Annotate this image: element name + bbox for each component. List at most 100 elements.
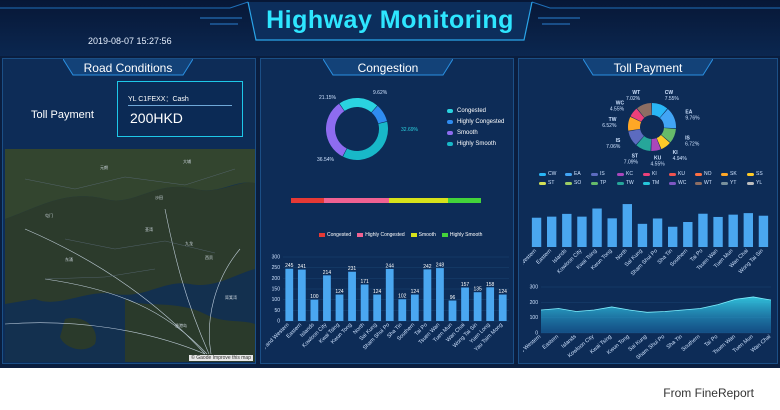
toll-legend-item-ss[interactable]: SS <box>747 171 765 177</box>
pie-label-pct: 7.02% <box>626 96 641 102</box>
toll-legend-swatch <box>695 172 702 176</box>
svg-text:荃湾: 荃湾 <box>145 226 153 232</box>
legend-item-highly-smooth[interactable]: Highly Smooth <box>447 138 504 149</box>
bar-north <box>622 204 633 247</box>
road-conditions-title: Road Conditions <box>83 61 173 75</box>
toll-legend-label: CW <box>548 171 557 177</box>
y-tick-label: 300 <box>530 285 539 291</box>
bar-yau-tsim-mong <box>498 294 507 321</box>
y-tick-label: 50 <box>274 308 280 314</box>
pie-label-pct: 4.55% <box>610 107 625 113</box>
strip-smooth <box>388 198 449 203</box>
bar-islands <box>310 299 319 321</box>
toll-legend-item-tw[interactable]: TW <box>617 180 635 186</box>
bar-legend-item-highly-congested[interactable]: Highly Congested <box>357 232 405 238</box>
toll-legend-item-kc[interactable]: KC <box>617 171 635 177</box>
toll-legend-item-ea[interactable]: EA <box>565 171 583 177</box>
strip-congested <box>291 198 324 203</box>
bar-tsuen-wan <box>713 216 723 247</box>
pie-label-code: IS <box>616 138 621 144</box>
toll-legend-swatch <box>747 172 754 176</box>
bar-legend-label: Highly Smooth <box>449 232 483 238</box>
y-tick-label: 0 <box>277 319 280 325</box>
bar-value-label: 171 <box>360 279 369 285</box>
bar-eastern <box>546 216 557 247</box>
bar-kowloon-city <box>323 275 331 321</box>
donut-label-highly-smooth: 32.69% <box>401 127 418 133</box>
pie-slice-st-5 <box>636 136 652 151</box>
bar-wong-tai-sin <box>758 215 769 247</box>
pie-label-code: KU <box>654 156 662 162</box>
toll-legend-swatch <box>565 181 572 185</box>
legend-item-smooth[interactable]: Smooth <box>447 127 504 138</box>
donut-slice-smooth <box>326 103 347 157</box>
toll-legend-label: KU <box>678 171 685 177</box>
strip-highly-congested <box>323 198 389 203</box>
bar-value-label: 124 <box>411 289 420 295</box>
toll-legend: CW EA IS KC KI KU NO SK SS ST SO TP TW TM WC WT YT YL <box>539 171 769 186</box>
x-category-label: Central and Western <box>523 334 542 363</box>
svg-text:西贡: 西贡 <box>205 255 213 260</box>
toll-legend-item-no[interactable]: NO <box>695 171 713 177</box>
toll-legend-item-st[interactable]: ST <box>539 180 557 186</box>
toll-legend-label: SO <box>574 180 582 186</box>
toll-legend-item-sk[interactable]: SK <box>721 171 739 177</box>
toll-legend-label: KC <box>626 171 633 177</box>
toll-legend-item-yl[interactable]: YL <box>747 180 765 186</box>
congestion-donut-chart: 21.15% 9.62% 36.54% <box>317 90 388 163</box>
bar-value-label: 241 <box>298 264 307 270</box>
toll-legend-label: YT <box>730 180 737 186</box>
bar-legend-swatch <box>357 233 364 237</box>
source-credit: From FineReport <box>663 386 754 400</box>
pie-slice-tw-7 <box>628 116 642 131</box>
toll-legend-swatch <box>539 172 546 176</box>
toll-legend-item-tp[interactable]: TP <box>591 180 609 186</box>
bar-yuen-long <box>486 287 495 321</box>
legend-item-highly-congested[interactable]: Highly Congested <box>447 116 504 127</box>
toll-legend-swatch <box>643 172 650 176</box>
toll-legend-swatch <box>747 181 754 185</box>
toll-legend-item-wc[interactable]: WC <box>669 180 687 186</box>
svg-text:香港岛: 香港岛 <box>175 322 187 328</box>
map-view[interactable]: 元朗 大埔 沙田 屯门 荃湾 九龙 西贡 东涌 筲箕湾 香港岛 © Gaode Improv… <box>5 149 255 362</box>
legend-label: Highly Congested <box>457 118 505 125</box>
toll-legend-item-ku[interactable]: KU <box>669 171 687 177</box>
toll-legend-item-cw[interactable]: CW <box>539 171 557 177</box>
bar-sham-shui-po <box>652 218 663 247</box>
bar-central-and-western <box>531 217 542 247</box>
legend-label: Smooth <box>457 129 478 136</box>
toll-legend-item-tm[interactable]: TM <box>643 180 661 186</box>
congestion-bar-legend: Congested Highly Congested Smooth Highly Sm… <box>319 232 482 238</box>
bar-legend-item-congested[interactable]: Congested <box>319 232 351 238</box>
pie-slice-ku-4 <box>651 138 661 151</box>
toll-info-box: YL C1FEXX：Cash 200HKD <box>117 81 243 137</box>
bar-legend-label: Congested <box>327 232 352 238</box>
bar-legend-item-highly-smooth[interactable]: Highly Smooth <box>441 232 483 238</box>
legend-item-congested[interactable]: Congested <box>447 105 504 116</box>
x-category-label: Wan Chai <box>750 334 772 354</box>
pie-label-code: EA <box>685 109 692 115</box>
map-credit[interactable]: © Gaode Improve this map <box>189 355 253 361</box>
bar-value-label: 248 <box>436 263 445 269</box>
toll-legend-item-wt[interactable]: WT <box>695 180 713 186</box>
toll-legend-item-yt[interactable]: YT <box>721 180 739 186</box>
bar-legend-item-smooth[interactable]: Smooth <box>410 232 436 238</box>
toll-legend-item-ki[interactable]: KI <box>643 171 661 177</box>
x-category-label: Central and Western <box>265 322 291 362</box>
bar-value-label: 158 <box>486 282 495 288</box>
toll-legend-item-is[interactable]: IS <box>591 171 609 177</box>
toll-bar-chart: Central and WesternEasternIslandsKowloon… <box>523 204 769 277</box>
amount-value: 200HKD <box>130 110 183 126</box>
bar-sham-shui-po <box>385 268 394 321</box>
donut-label-congested: 21.15% <box>319 95 337 101</box>
congestion-panel: Congestion 21.15% 9.62% 36.54% 32.69% Co… <box>260 58 514 364</box>
plate-divider <box>128 105 232 106</box>
svg-text:屯门: 屯门 <box>45 212 53 218</box>
toll-legend-swatch <box>669 181 676 185</box>
toll-legend-swatch <box>617 172 624 176</box>
congestion-bar-chart: 0 50 100 150 200 250 300 245 Central and Western… <box>265 255 509 362</box>
donut-slice-congested <box>339 98 378 113</box>
x-category-label: Southern <box>681 334 702 353</box>
toll-legend-item-so[interactable]: SO <box>565 180 583 186</box>
pie-slice-cw-0 <box>652 103 668 118</box>
